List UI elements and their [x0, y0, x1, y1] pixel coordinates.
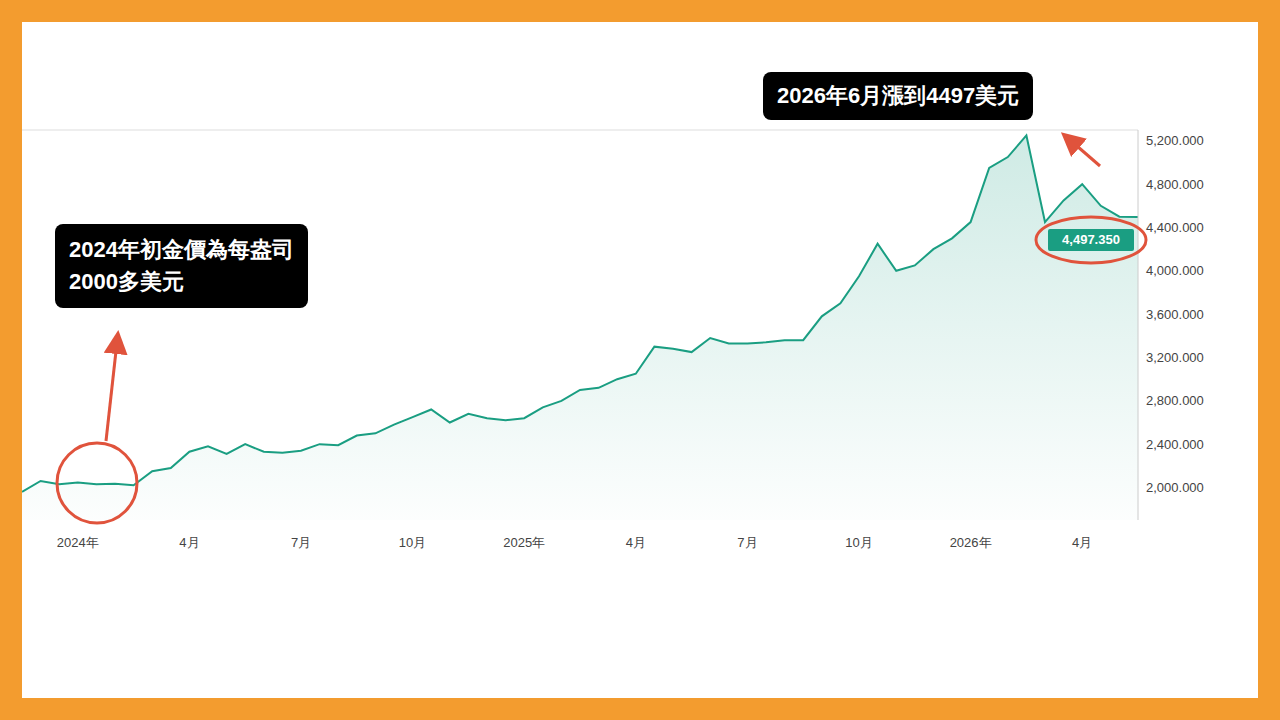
svg-text:10月: 10月	[399, 535, 426, 550]
svg-text:4月: 4月	[626, 535, 646, 550]
svg-text:4,000.000: 4,000.000	[1146, 263, 1204, 278]
svg-text:7月: 7月	[291, 535, 311, 550]
svg-text:2,800.000: 2,800.000	[1146, 393, 1204, 408]
svg-text:7月: 7月	[737, 535, 757, 550]
svg-text:5,200.000: 5,200.000	[1146, 133, 1204, 148]
html-text:2024年初金價為每盎司: 2024年初金價為每盎司	[69, 237, 294, 262]
svg-text:4月: 4月	[179, 535, 199, 550]
svg-text:2026年: 2026年	[950, 535, 992, 550]
svg-text:2,400.000: 2,400.000	[1146, 437, 1204, 452]
html-text:2000多美元: 2000多美元	[69, 269, 184, 294]
html-text:2026年6月漲到4497美元: 2026年6月漲到4497美元	[777, 83, 1020, 108]
svg-text:4,400.000: 4,400.000	[1146, 220, 1204, 235]
svg-text:4,800.000: 4,800.000	[1146, 177, 1204, 192]
svg-text:2024年: 2024年	[57, 535, 99, 550]
svg-text:3,200.000: 3,200.000	[1146, 350, 1204, 365]
svg-text:2025年: 2025年	[503, 535, 545, 550]
svg-text:4,497.350: 4,497.350	[1062, 232, 1120, 247]
svg-text:3,600.000: 3,600.000	[1146, 307, 1204, 322]
svg-text:10月: 10月	[845, 535, 872, 550]
svg-text:2,000.000: 2,000.000	[1146, 480, 1204, 495]
svg-text:4月: 4月	[1072, 535, 1092, 550]
